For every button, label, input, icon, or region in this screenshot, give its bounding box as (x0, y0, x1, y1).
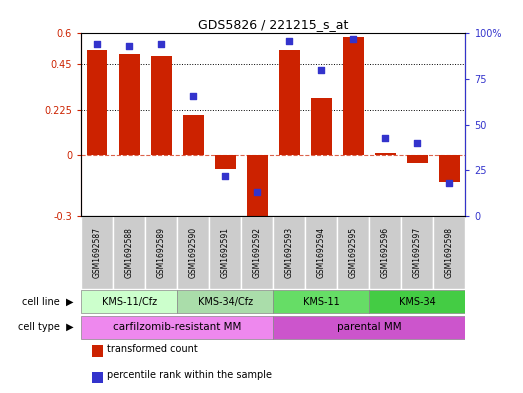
Bar (113, 216, 145, 289)
Bar (247, 155, 268, 218)
Text: GSM1692590: GSM1692590 (189, 227, 198, 278)
Bar (369, 290, 465, 313)
Bar (92, 345, 103, 357)
Text: GSM1692598: GSM1692598 (445, 227, 454, 278)
Text: transformed count: transformed count (107, 344, 198, 354)
Text: KMS-11/Cfz: KMS-11/Cfz (101, 297, 157, 307)
Point (189, 92, 197, 99)
Bar (311, 98, 332, 155)
Bar (439, 155, 460, 182)
Bar (119, 54, 140, 155)
Title: GDS5826 / 221215_s_at: GDS5826 / 221215_s_at (198, 18, 348, 31)
Point (125, 43, 133, 50)
Bar (81, 216, 113, 289)
Point (221, 173, 230, 179)
Bar (273, 316, 465, 339)
Point (93, 41, 101, 48)
Text: GSM1692596: GSM1692596 (381, 227, 390, 278)
Point (349, 36, 358, 42)
Bar (151, 56, 172, 155)
Bar (369, 216, 402, 289)
Text: KMS-11: KMS-11 (303, 297, 340, 307)
Bar (92, 372, 103, 384)
Bar (434, 216, 465, 289)
Text: KMS-34/Cfz: KMS-34/Cfz (198, 297, 253, 307)
Bar (209, 216, 241, 289)
Bar (407, 155, 428, 163)
Bar (183, 115, 203, 155)
Bar (81, 316, 273, 339)
Point (413, 140, 422, 146)
Bar (177, 216, 209, 289)
Bar (273, 290, 369, 313)
Bar (273, 216, 305, 289)
Bar (279, 50, 300, 155)
Text: GSM1692588: GSM1692588 (124, 227, 133, 278)
Bar (401, 216, 434, 289)
Point (253, 189, 262, 196)
Text: parental MM: parental MM (337, 322, 402, 332)
Bar (87, 50, 108, 155)
Bar (215, 155, 236, 169)
Point (157, 41, 165, 48)
Bar (241, 216, 273, 289)
Bar (343, 37, 364, 155)
Text: percentile rank within the sample: percentile rank within the sample (107, 371, 272, 380)
Text: GSM1692594: GSM1692594 (317, 227, 326, 278)
Text: GSM1692593: GSM1692593 (285, 227, 294, 278)
Text: GSM1692597: GSM1692597 (413, 227, 422, 278)
Text: carfilzomib-resistant MM: carfilzomib-resistant MM (113, 322, 241, 332)
Point (317, 67, 325, 73)
Point (381, 134, 390, 141)
Text: GSM1692591: GSM1692591 (221, 227, 230, 278)
Bar (145, 216, 177, 289)
Bar (375, 153, 396, 155)
Text: GSM1692595: GSM1692595 (349, 227, 358, 278)
Text: GSM1692589: GSM1692589 (157, 227, 166, 278)
Point (285, 38, 293, 44)
Bar (81, 290, 177, 313)
Point (445, 180, 453, 186)
Bar (305, 216, 337, 289)
Text: GSM1692592: GSM1692592 (253, 227, 262, 278)
Bar (337, 216, 369, 289)
Text: cell type  ▶: cell type ▶ (18, 322, 73, 332)
Text: GSM1692587: GSM1692587 (93, 227, 101, 278)
Text: KMS-34: KMS-34 (399, 297, 436, 307)
Text: cell line  ▶: cell line ▶ (22, 297, 73, 307)
Bar (177, 290, 273, 313)
